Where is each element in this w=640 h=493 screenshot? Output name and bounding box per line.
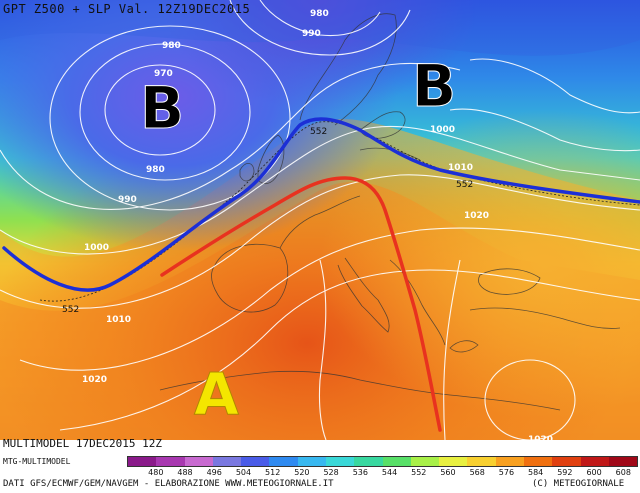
- scale-tick-label: 592: [557, 468, 573, 477]
- scale-tick-label: 480: [148, 468, 164, 477]
- low-pressure-symbol-east: B: [412, 52, 456, 120]
- pressure-label-980-a: 980: [162, 41, 181, 51]
- pressure-label-1020-se: 1020: [528, 435, 553, 440]
- scale-tick-label: 584: [528, 468, 544, 477]
- color-scale-bar: [127, 456, 638, 467]
- scale-swatch: [297, 457, 326, 466]
- geopotential-552-line: [39, 121, 640, 302]
- scale-tick-label: 512: [265, 468, 281, 477]
- ridge-line: [160, 176, 442, 432]
- pressure-labels: 980 990 980 970 980 990 1000 1010 1020 1000 1010 10…: [82, 9, 553, 440]
- scale-tick-label: 496: [206, 468, 222, 477]
- scale-tick-label: 560: [440, 468, 456, 477]
- scale-swatch: [439, 457, 468, 466]
- geopotential-labels: 552 552 552: [62, 127, 473, 315]
- weather-map: 980 990 980 970 980 990 1000 1010 1020 1000 1010 10…: [0, 0, 640, 440]
- model-run-label: MULTIMODEL 17DEC2015 12Z: [3, 437, 162, 450]
- pressure-label-1010-ne: 1010: [448, 163, 473, 173]
- pressure-label-1010-w: 1010: [106, 315, 131, 325]
- scale-swatch: [523, 457, 553, 466]
- data-source-label: DATI GFS/ECMWF/GEM/NAVGEM - ELABORAZIONE…: [3, 479, 334, 489]
- scale-swatch: [382, 457, 411, 466]
- scale-swatch: [467, 457, 496, 466]
- model-name-label: MTG-MULTIMODEL: [3, 457, 71, 466]
- pressure-label-980-b: 980: [146, 165, 165, 175]
- copyright-label: (C) METEOGIORNALE: [532, 479, 625, 489]
- geopotential-label-552-north: 552: [310, 127, 327, 137]
- scale-tick-label: 608: [615, 468, 631, 477]
- scale-swatch: [128, 457, 157, 466]
- scale-swatch: [410, 457, 440, 466]
- pressure-label-990-top: 990: [302, 29, 321, 39]
- pressure-label-1000-ne: 1000: [430, 125, 455, 135]
- pressure-label-1020-w: 1020: [82, 375, 107, 385]
- high-pressure-symbol: A: [194, 360, 239, 428]
- pressure-label-970: 970: [154, 69, 173, 79]
- scale-swatch: [552, 457, 581, 466]
- scale-tick-label: 600: [586, 468, 602, 477]
- geopotential-label-552-west: 552: [62, 305, 79, 315]
- scale-tick-label: 576: [498, 468, 515, 477]
- scale-swatch: [325, 457, 355, 466]
- color-scale-ticks: 480 488 496 504 512 520 528 536 544 552 560 568 576 5…: [127, 468, 638, 478]
- scale-tick-label: 544: [381, 468, 398, 477]
- scale-swatch: [184, 457, 213, 466]
- scale-swatch: [269, 457, 298, 466]
- pressure-label-1020-e: 1020: [464, 211, 489, 221]
- scale-swatch: [156, 457, 185, 466]
- scale-swatch: [212, 457, 242, 466]
- scale-tick-label: 504: [235, 468, 252, 477]
- low-pressure-symbol-west: B: [140, 74, 184, 142]
- scale-swatch: [354, 457, 383, 466]
- scale-tick-label: 528: [323, 468, 339, 477]
- scale-tick-label: 488: [177, 468, 193, 477]
- pressure-label-980-top: 980: [310, 9, 329, 19]
- trough-line: [2, 117, 640, 292]
- pressure-label-990-b: 990: [118, 195, 137, 205]
- scale-tick-label: 520: [294, 468, 310, 477]
- scale-tick-label: 536: [352, 468, 368, 477]
- geopotential-label-552-east: 552: [456, 180, 473, 190]
- scale-tick-label: 568: [469, 468, 485, 477]
- map-title: GPT Z500 + SLP Val. 12Z19DEC2015: [3, 2, 251, 16]
- scale-swatch: [608, 457, 638, 466]
- pressure-label-1000-w: 1000: [84, 243, 109, 253]
- scale-tick-label: 552: [411, 468, 427, 477]
- isobars: [0, 0, 640, 440]
- scale-swatch: [495, 457, 524, 466]
- scale-swatch: [580, 457, 609, 466]
- scale-swatch: [241, 457, 270, 466]
